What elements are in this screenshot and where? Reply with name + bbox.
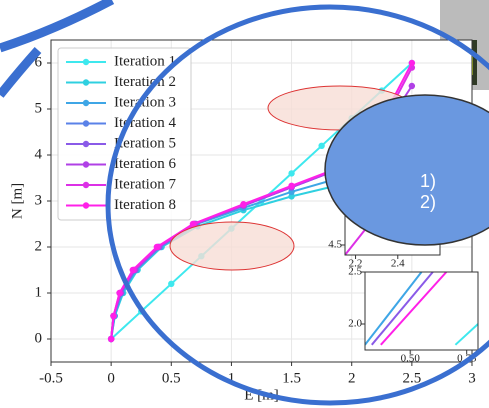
x-tick-label: 1.5 bbox=[282, 370, 301, 386]
obstacle bbox=[170, 222, 294, 270]
point bbox=[288, 170, 294, 176]
y-tick-label: 2.0 bbox=[348, 318, 362, 330]
x-tick-label: 2.4 bbox=[391, 258, 405, 270]
legend-label: Iteration 1 bbox=[114, 53, 176, 69]
legend-marker bbox=[83, 141, 89, 147]
legend-label: Iteration 8 bbox=[114, 197, 176, 213]
y-tick-label: 2.5 bbox=[348, 266, 362, 278]
callout-text: 1) bbox=[420, 171, 436, 191]
point bbox=[130, 267, 136, 273]
point bbox=[168, 281, 174, 287]
y-tick-label: 1 bbox=[35, 284, 43, 300]
point bbox=[240, 201, 246, 207]
x-tick-label: 3 bbox=[468, 370, 476, 386]
x-tick-label: 0.50 bbox=[401, 353, 421, 365]
y-tick-label: 5 bbox=[35, 100, 43, 116]
y-tick-label: 0 bbox=[35, 330, 43, 346]
x-tick-label: 2 bbox=[348, 370, 356, 386]
y-tick-label: 2 bbox=[35, 238, 43, 254]
legend-marker bbox=[83, 100, 89, 106]
legend-marker bbox=[83, 79, 89, 85]
point bbox=[318, 143, 324, 149]
x-tick-label: 0.5 bbox=[162, 370, 181, 386]
point bbox=[116, 290, 122, 296]
slide: -0.500.511.522.530123456E [m]N [m]Iterat… bbox=[0, 0, 489, 408]
legend-marker bbox=[83, 59, 89, 65]
y-axis-label: N [m] bbox=[9, 183, 25, 219]
y-tick-label: 3 bbox=[35, 192, 43, 208]
point bbox=[154, 244, 160, 250]
point bbox=[288, 183, 294, 189]
legend-marker bbox=[83, 120, 89, 126]
legend-label: Iteration 7 bbox=[114, 176, 177, 192]
callout-text: 2) bbox=[420, 192, 436, 212]
point bbox=[409, 83, 415, 89]
point bbox=[409, 60, 415, 66]
legend-marker bbox=[83, 161, 89, 167]
y-tick-label: 4.5 bbox=[328, 239, 342, 251]
legend-label: Iteration 2 bbox=[114, 74, 176, 90]
legend-marker bbox=[83, 202, 89, 208]
x-tick-label: -0.5 bbox=[39, 370, 63, 386]
point bbox=[108, 336, 114, 342]
legend-label: Iteration 6 bbox=[114, 156, 177, 172]
y-tick-label: 4 bbox=[35, 146, 43, 162]
x-tick-label: 0 bbox=[107, 370, 115, 386]
point bbox=[110, 313, 116, 319]
highlight-arc bbox=[0, 50, 38, 95]
legend-marker bbox=[83, 182, 89, 188]
